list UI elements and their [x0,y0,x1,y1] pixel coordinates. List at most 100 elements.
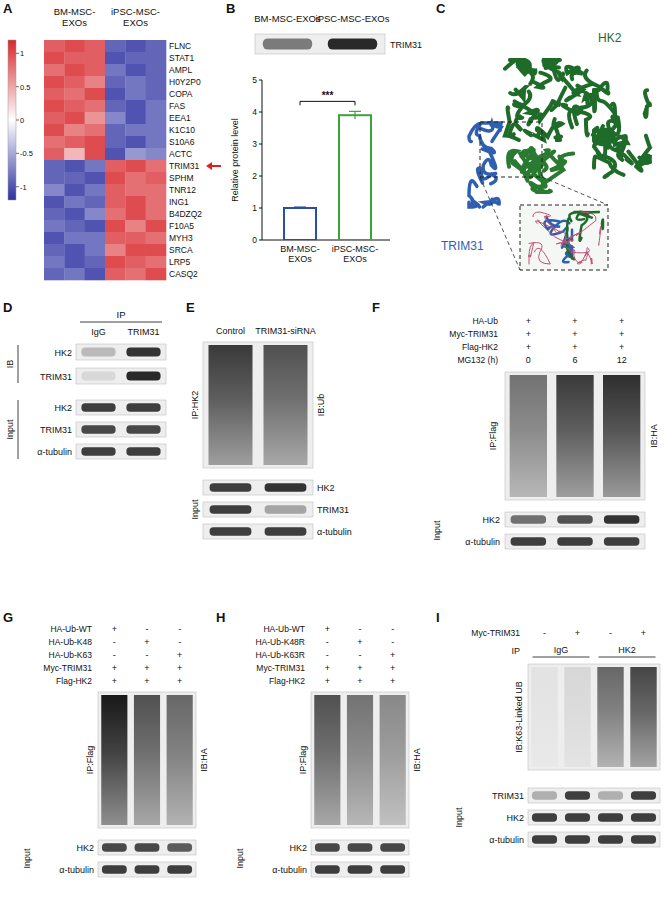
heatmap-cell [64,64,85,76]
column-label: TRIM31-siRNA [255,326,316,336]
heatmap-cell [105,256,126,268]
blot-band [631,813,656,821]
heatmap-cell [64,76,85,88]
heatmap-cell [146,112,167,124]
heatmap-cell [146,208,167,220]
condition-label: MG132 (h) [457,355,498,365]
row-label: TRIM31 [169,161,200,171]
heatmap-cell [125,160,146,172]
y-tick-label: 4 [252,107,257,117]
blot-smear [167,695,193,825]
blot-band [604,537,639,545]
heatmap-cell [44,112,65,124]
blot-band [315,843,340,851]
heatmap-cell [125,100,146,112]
condition-value: + [619,342,624,352]
vertical-label: IP:Flag [488,422,498,451]
condition-value: + [572,342,577,352]
blot-band [167,843,192,851]
column-label: TRIM31 [127,327,159,337]
colorbar-tick [16,120,19,121]
blot-band [81,348,115,357]
blot-band [631,835,656,843]
header-rule [80,322,162,323]
heatmap-cell [64,112,85,124]
arrow [211,165,221,167]
ip-header: IP [117,309,126,320]
bar [284,208,316,240]
row-label: H0Y2P0 [169,77,201,87]
condition-value: + [619,316,624,326]
hk2-ribbon [628,152,650,171]
group-label: BM-MSC-EXOs [54,6,96,28]
heatmap-cell [64,184,85,196]
condition-value: + [390,663,395,673]
zoom-residue [599,226,601,245]
blot-band [81,372,115,381]
blot-band [380,865,405,873]
y-tick-label: 5 [252,75,257,85]
heatmap-cell [146,124,167,136]
heatmap-cell [64,268,85,280]
row-label: K1C10 [169,125,195,135]
heatmap-cell [64,256,85,268]
heatmap-cell [105,268,126,280]
vertical-label: IB:HA [649,424,659,448]
heatmap-cell [85,100,106,112]
blot-background [76,368,166,384]
row-label: FAS [169,101,185,111]
figure: ABM-MSC-EXOsiPSC-MSC-EXOsFLNCSTAT1AMPLH0… [0,0,667,899]
blot-background [311,840,409,855]
hk2-ribbon [519,60,536,74]
blot-smear [209,345,253,465]
blot-band [126,348,160,357]
significance-bracket [300,101,355,105]
heatmap-cell [85,88,106,100]
condition-label: Myc-TRIM31 [43,663,92,673]
hk2-ribbon [569,110,590,135]
condition-value: + [325,676,330,686]
blot-background [203,480,313,495]
y-tick [259,176,262,177]
heatmap-cell [125,52,146,64]
heatmap-cell [105,148,126,160]
hk2-ribbon [508,151,523,172]
zoom-residue [529,243,550,264]
blot-smear [101,695,127,825]
heatmap-cell [105,40,126,52]
blot-smear [380,695,406,825]
zoom-ribbon [602,220,603,229]
heatmap-cell [44,244,65,256]
colorbar-tick [16,86,19,87]
bar [339,115,371,240]
heatmap-cell [125,124,146,136]
row-label: MYH3 [169,233,193,243]
blot-band [102,865,127,873]
heatmap-cell [85,232,106,244]
band-label: HK2 [317,483,335,493]
y-tick [259,208,262,209]
blot-smear [597,667,623,767]
heatmap-cell [64,208,85,220]
column-label: iPSC-MSC-EXOs [316,13,390,24]
blot-background [98,692,196,828]
blot-band [511,515,546,523]
row-label: LRP5 [169,257,191,267]
heatmap-cell [146,136,167,148]
heatmap-cell [105,160,126,172]
heatmap-cell [64,220,85,232]
band-label: HK2 [506,813,524,823]
zoom-line [480,177,520,270]
heatmap-cell [105,100,126,112]
heatmap-cell [105,232,126,244]
heatmap-cell [146,88,167,100]
heatmap-cell [146,256,167,268]
colorbar-tick [16,153,19,154]
vertical-label: Input [5,419,15,440]
condition-value: + [144,637,149,647]
heatmap-cell [85,160,106,172]
blot-band [511,537,546,545]
blot-band [565,791,590,799]
heatmap-cell [146,76,167,88]
condition-label: Myc-TRIM31 [471,628,520,638]
